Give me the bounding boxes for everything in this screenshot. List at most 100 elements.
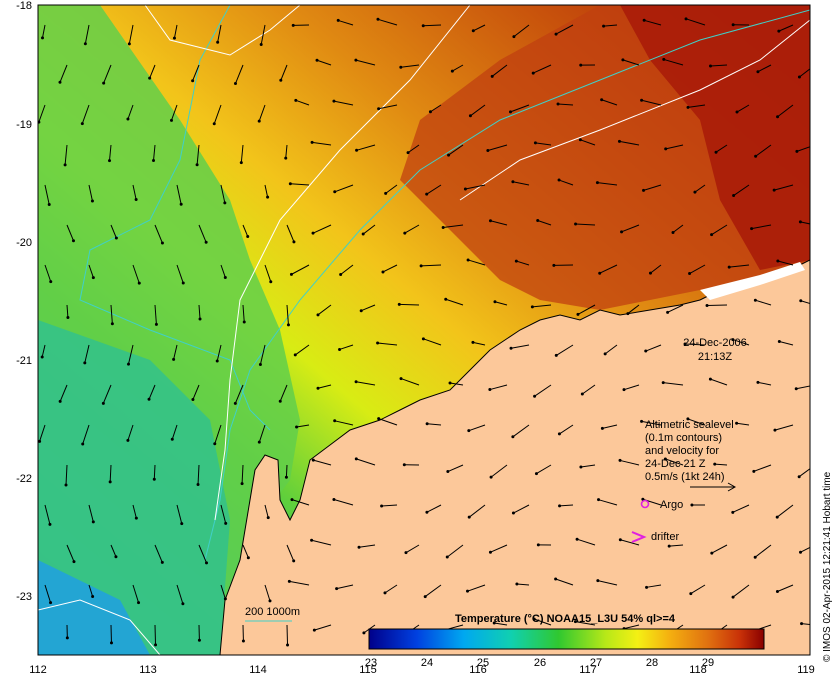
velocity-vector-head [552, 263, 556, 267]
velocity-vector-head [266, 195, 270, 199]
velocity-vector [279, 384, 288, 402]
velocity-vector-head [603, 352, 607, 356]
velocity-vector-head [777, 339, 781, 343]
velocity-vector [154, 624, 157, 645]
velocity-vector [88, 184, 93, 202]
velocity-vector-head [268, 599, 272, 603]
velocity-vector [687, 104, 706, 108]
velocity-vector-head [137, 601, 141, 605]
velocity-vector-head [224, 521, 228, 525]
velocity-vector [356, 381, 376, 386]
velocity-vector [443, 224, 464, 228]
velocity-vector-head [756, 380, 760, 384]
velocity-vector-head [126, 362, 130, 366]
velocity-vector-head [101, 401, 105, 405]
velocity-vector [447, 464, 464, 473]
velocity-vector [448, 144, 464, 156]
velocity-vector-head [775, 515, 779, 519]
velocity-vector [286, 304, 289, 325]
velocity-vector [487, 144, 508, 152]
legend-line: 0.5m/s (1kt 24h) [645, 471, 724, 483]
velocity-vector [404, 224, 420, 234]
velocity-vector [264, 184, 269, 198]
velocity-vector [110, 304, 113, 324]
velocity-vector-head [191, 79, 195, 83]
velocity-vector-head [289, 272, 293, 276]
velocity-vector-head [48, 522, 52, 526]
velocity-vector [754, 544, 772, 558]
velocity-vector-head [170, 437, 174, 441]
velocity-vector [490, 544, 508, 553]
velocity-vector [153, 464, 156, 480]
velocity-vector [472, 341, 486, 346]
velocity-vector-head [195, 163, 199, 167]
velocity-vector-head [578, 138, 582, 142]
velocity-vector [338, 19, 354, 26]
velocity-vector-head [756, 70, 760, 74]
velocity-vector [317, 384, 332, 389]
velocity-vector [240, 144, 244, 163]
velocity-vector [38, 104, 46, 123]
velocity-vector [42, 24, 46, 38]
cloud-patch [700, 262, 805, 300]
velocity-vector [707, 304, 728, 307]
velocity-vector-head [642, 18, 646, 22]
velocity-vector-head [558, 504, 562, 508]
velocity-vector-head [83, 42, 87, 46]
velocity-vector [445, 298, 464, 306]
velocity-vector-head [732, 194, 736, 198]
velocity-vector [512, 424, 530, 438]
velocity-vector-head [114, 555, 118, 559]
velocity-vector [128, 24, 134, 44]
velocity-vector [619, 140, 640, 146]
velocity-vector-head [66, 315, 70, 319]
velocity-vector-head [233, 401, 237, 405]
velocity-vector [426, 504, 442, 513]
colorbar-tick-label: 24 [421, 657, 433, 669]
velocity-vector [84, 24, 90, 44]
velocity-vector-head [425, 192, 429, 196]
velocity-vector [427, 423, 442, 426]
velocity-vector [214, 424, 222, 444]
velocity-vector [532, 304, 552, 308]
velocity-vector [196, 144, 200, 165]
velocity-vector-head [191, 398, 195, 402]
lon-tick-label: 118 [689, 664, 707, 676]
velocity-vector [597, 182, 618, 186]
velocity-vector [729, 264, 750, 268]
velocity-vector [109, 464, 112, 482]
velocity-vector-head [284, 475, 288, 479]
velocity-vector-head [423, 595, 427, 599]
cold-water-region [38, 320, 230, 655]
velocity-vector [334, 420, 354, 426]
velocity-vector-head [109, 641, 113, 645]
velocity-vector-head [108, 480, 112, 484]
velocity-vector-head [311, 231, 315, 235]
velocity-vector-head [671, 230, 675, 234]
velocity-vector-head [204, 240, 208, 244]
velocity-vector-head [511, 180, 515, 184]
velocity-vector [491, 64, 508, 77]
velocity-vector-head [468, 114, 472, 118]
velocity-vector [800, 221, 810, 225]
velocity-vector-head [380, 504, 384, 508]
velocity-vector [490, 220, 508, 226]
velocity-vector-head [154, 322, 158, 326]
velocity-vector-head [492, 621, 496, 625]
velocity-vector [312, 224, 332, 234]
velocity-vector [192, 384, 200, 400]
velocity-vector [755, 144, 772, 157]
velocity-vector-head [618, 538, 622, 542]
lat-tick-label: -22 [16, 473, 32, 485]
velocity-vector-head [361, 232, 365, 236]
velocity-vector [516, 260, 530, 266]
velocity-vector [355, 59, 376, 66]
velocity-vector [361, 304, 376, 312]
velocity-vector [558, 103, 574, 106]
velocity-vector [645, 344, 662, 352]
velocity-vector-head [359, 309, 363, 313]
velocity-vector [732, 339, 750, 346]
velocity-vector-head [335, 587, 339, 591]
isobath-legend-label: 200 1000m [245, 606, 300, 618]
velocity-vector-head [154, 643, 158, 647]
